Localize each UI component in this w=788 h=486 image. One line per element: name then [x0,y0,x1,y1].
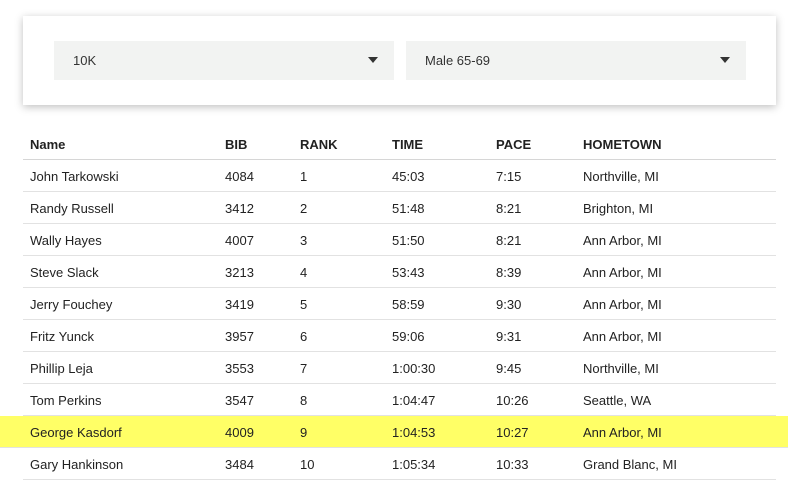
table-cell: Grand Blanc, MI [583,457,677,472]
table-cell: 8:21 [496,201,522,216]
table-cell: Gary Hankinson [30,457,124,472]
table-cell: 10:27 [496,425,529,440]
table-row: George Kasdorf 4009 9 1:04:53 10:27 Ann Arbor… [0,416,788,448]
table-cell: 1:05:34 [392,457,436,472]
table-cell: Brighton, MI [583,201,654,216]
table-cell: 8:21 [496,233,522,248]
table-cell: 9:30 [496,297,522,312]
table-cell: 10:33 [496,457,529,472]
header-row: Name BIB RANK TIME PACE HOMETOWN [23,128,776,160]
table-cell: 3484 [225,457,254,472]
caret [720,57,730,63]
table-row: Phillip Leja 3553 7 1:00:30 9:45 Northville, … [23,352,776,384]
dropdown-value: 10K [73,53,97,68]
table-cell: 1:04:53 [392,425,436,440]
table-row: Fritz Yunck 3957 6 59:06 9:31 Ann Arbor, MI [23,320,776,352]
table-cell: 53:43 [392,265,425,280]
table-cell: 1:00:30 [392,361,436,376]
table-row: Jerry Fouchey 3419 5 58:59 9:30 Ann Arbor, MI [23,288,776,320]
table-cell: 4007 [225,233,254,248]
table-cell: Wally Hayes [30,233,102,248]
table-cell: 3213 [225,265,254,280]
table-cell: 7 [300,361,308,376]
table-cell: Ann Arbor, MI [583,233,662,248]
table-cell: 1 [300,169,308,184]
table-cell: 10 [300,457,315,472]
table-cell: 3547 [225,393,254,408]
table-cell: 1:04:47 [392,393,436,408]
distance-dropdown[interactable]: 10K [54,41,394,80]
table-cell: 8 [300,393,308,408]
table-row: Gary Hankinson 3484 10 1:05:34 10:33 Grand Bl… [23,448,776,480]
table-cell: Ann Arbor, MI [583,297,662,312]
table-cell: 9:45 [496,361,522,376]
table-cell: 9 [300,425,308,440]
table-cell: Phillip Leja [30,361,93,376]
table-cell: 3553 [225,361,254,376]
table-cell: 4 [300,265,308,280]
table-row: Wally Hayes 4007 3 51:50 8:21 Ann Arbor, MI [23,224,776,256]
table-row: Randy Russell 3412 2 51:48 8:21 Brighton, MI [23,192,776,224]
table-cell: 10:26 [496,393,529,408]
table-cell: 59:06 [392,329,425,344]
table-cell: 3 [300,233,308,248]
header-cell: PACE [496,137,532,152]
results-table: Name BIB RANK TIME PACE HOMETOWN John Tarkowsk… [0,128,788,480]
table-row: Tom Perkins 3547 8 1:04:47 10:26 Seattle, WA [23,384,776,416]
table-cell: Fritz Yunck [30,329,95,344]
caret [368,57,378,63]
table-cell: 45:03 [392,169,425,184]
table-cell: 3412 [225,201,254,216]
dropdown-value: Male 65-69 [425,53,491,68]
table-cell: 4084 [225,169,254,184]
table-cell: 9:31 [496,329,522,344]
table-cell: Tom Perkins [30,393,102,408]
header-cell: Name [30,137,66,152]
header-cell: TIME [392,137,424,152]
table-cell: 4009 [225,425,254,440]
table-cell: 51:50 [392,233,425,248]
division-dropdown[interactable]: Male 65-69 [406,41,746,80]
table-cell: 7:15 [496,169,522,184]
table-cell: Randy Russell [30,201,114,216]
table-row: John Tarkowski 4084 1 45:03 7:15 Northville, … [23,160,776,192]
table-cell: Northville, MI [583,361,659,376]
table-cell: Seattle, WA [583,393,652,408]
table-cell: 2 [300,201,308,216]
table-cell: John Tarkowski [30,169,119,184]
filter-card: 10K Male 65-69 [23,16,776,105]
table-cell: 5 [300,297,308,312]
table-cell: 3419 [225,297,254,312]
table-cell: Ann Arbor, MI [583,425,662,440]
table-cell: George Kasdorf [30,425,122,440]
table-cell: Ann Arbor, MI [583,329,662,344]
table-cell: Ann Arbor, MI [583,265,662,280]
table-cell: 3957 [225,329,254,344]
table-cell: 51:48 [392,201,425,216]
header-cell: RANK [300,137,338,152]
table-cell: Steve Slack [30,265,99,280]
header-cell: HOMETOWN [583,137,662,152]
table-cell: Jerry Fouchey [30,297,113,312]
table-cell: 8:39 [496,265,522,280]
table-row: Steve Slack 3213 4 53:43 8:39 Ann Arbor, MI [23,256,776,288]
table-cell: 58:59 [392,297,425,312]
table-cell: 6 [300,329,308,344]
table-cell: Northville, MI [583,169,659,184]
header-cell: BIB [225,137,248,152]
